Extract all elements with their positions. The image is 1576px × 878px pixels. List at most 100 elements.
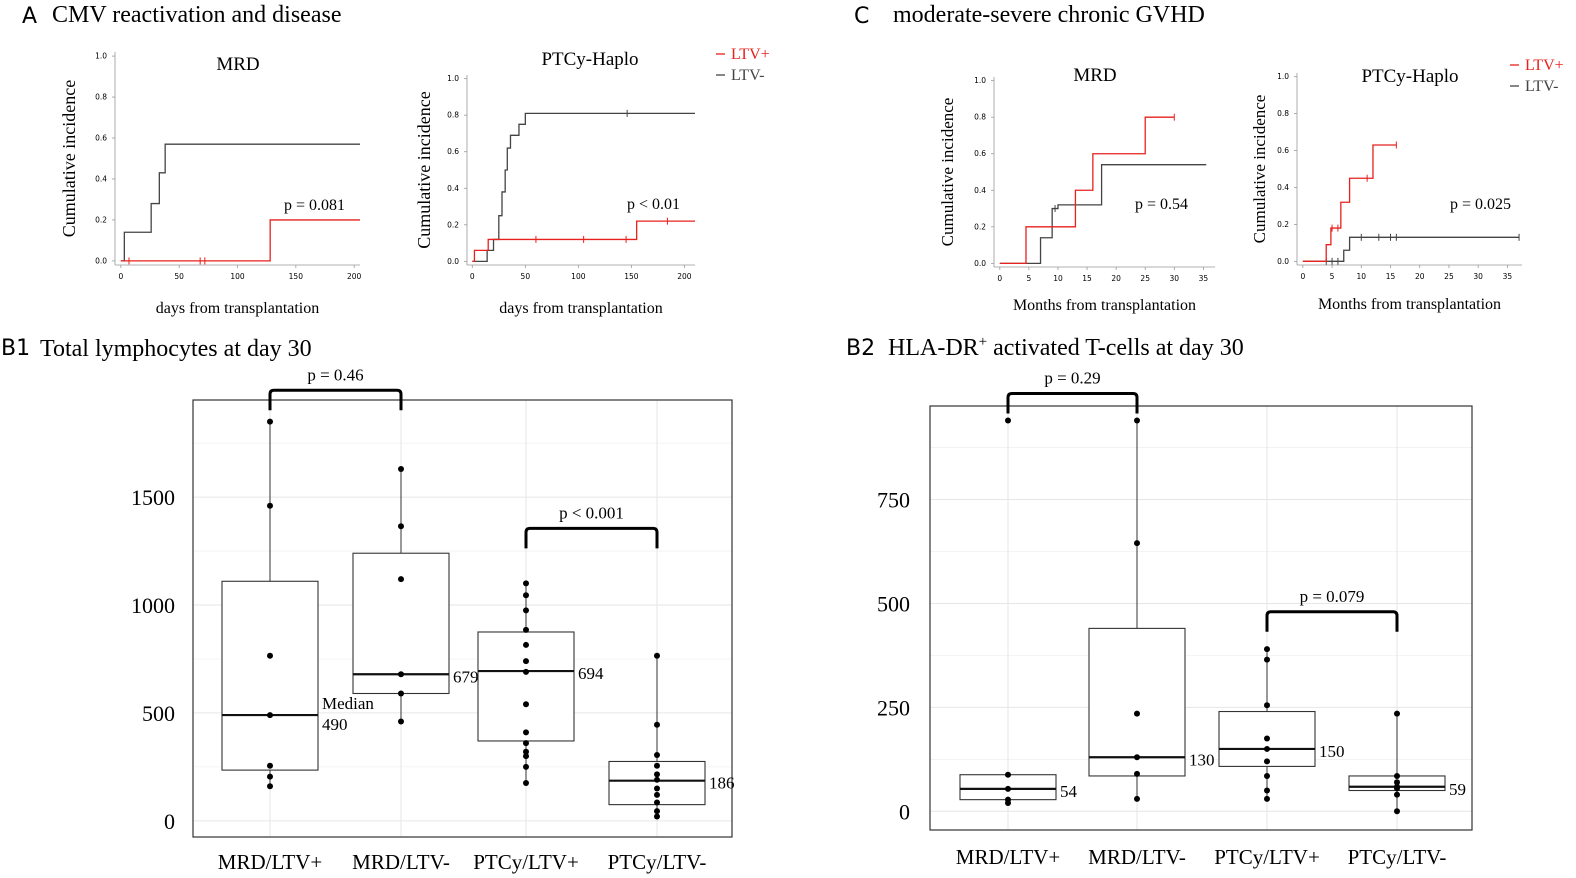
y-axis-label: Cumulative incidence [59, 80, 79, 237]
x-tick-label: 150 [624, 272, 639, 281]
data-point [523, 740, 529, 747]
data-point [1394, 779, 1400, 786]
data-point [398, 718, 404, 725]
y-tick-label: 750 [877, 488, 910, 513]
y-tick-label: 1.0 [95, 52, 107, 61]
chart-cmv-ptcy-haplo: 0.0 0.2 0.4 0.6 0.8 1.0 0 50 100 150 200 PTCy-Haplo… [414, 46, 770, 317]
panel-C-title: moderate-severe chronic GVHD [893, 2, 1205, 28]
x-tick-label: 20 [1415, 272, 1425, 281]
x-tick-label: 0 [1300, 272, 1305, 281]
y-tick-label: 0.0 [95, 256, 107, 265]
chart-cmv-mrd: 0.0 0.2 0.4 0.6 0.8 1.0 0 50 100 150 200 MRD days fr… [59, 52, 362, 317]
panel-B2-title-rest: activated T-cells at day 30 [987, 335, 1244, 361]
x-tick-label: 5 [1330, 272, 1335, 281]
y-tick-label: 0.8 [974, 113, 986, 122]
data-point [1264, 656, 1270, 663]
data-point [1005, 785, 1011, 792]
y-tick-label: 0.4 [95, 174, 107, 183]
data-point [654, 771, 660, 778]
data-point [267, 783, 273, 790]
y-axis-label: Cumulative incidence [1250, 95, 1269, 244]
data-point [654, 808, 660, 815]
median-value-label: 54 [1060, 782, 1078, 801]
data-point [1394, 783, 1400, 790]
y-tick-label: 1500 [131, 485, 175, 510]
x-axis-label: days from transplantation [499, 300, 663, 317]
y-tick-label: 0.6 [447, 147, 459, 156]
data-point [398, 690, 404, 697]
panel-B2-title-main: HLA-DR [888, 335, 979, 361]
chart-title: MRD [216, 54, 259, 75]
y-tick-label: 1.0 [1277, 72, 1289, 81]
data-point [267, 712, 273, 719]
plot-frame [929, 405, 1473, 831]
data-point [654, 785, 660, 792]
x-category-label: PTCy/LTV- [608, 850, 707, 874]
y-tick-label: 0.2 [95, 215, 107, 224]
y-tick-label: 0.0 [447, 257, 459, 266]
data-point [1394, 791, 1400, 798]
series-line-ltvneg [472, 112, 695, 262]
data-point [1134, 710, 1140, 717]
x-tick-label: 35 [1503, 272, 1513, 281]
y-tick-label: 0.8 [1277, 109, 1289, 118]
y-tick-label: 0 [899, 799, 910, 824]
data-point [654, 762, 660, 769]
y-tick-label: 250 [877, 695, 910, 720]
data-point [523, 668, 529, 675]
x-axis-label: Months from transplantation [1318, 296, 1501, 313]
median-value-label: 694 [578, 664, 604, 683]
panel-A-letter: A [22, 4, 37, 29]
panel-B2-title-sup: + [979, 334, 987, 350]
data-point [1134, 770, 1140, 777]
box-iqr [1088, 627, 1186, 777]
chart-gvhd-ptcy-haplo: 0.0 0.2 0.4 0.6 0.8 1.0 0 5 10 15 20 25 30 35 PTCy-Hap… [1250, 57, 1564, 313]
comparison-p-label: p = 0.29 [1044, 369, 1100, 388]
y-tick-label: 0.2 [1277, 220, 1289, 229]
x-tick-label: 35 [1199, 274, 1209, 283]
data-point [523, 763, 529, 770]
data-point [1394, 808, 1400, 815]
y-tick-label: 500 [877, 591, 910, 616]
comparison-bracket [1006, 392, 1139, 414]
panel-B1-title: Total lymphocytes at day 30 [40, 336, 312, 362]
p-value-label: p < 0.01 [627, 196, 680, 213]
median-value-label: 150 [1319, 742, 1345, 761]
data-point [654, 652, 660, 659]
x-tick-label: 200 [677, 272, 692, 281]
x-tick-label: 150 [289, 272, 304, 281]
comparison-p-label: p < 0.001 [559, 503, 624, 522]
x-tick-label: 25 [1140, 274, 1150, 283]
x-tick-label: 200 [347, 272, 362, 281]
data-point [1134, 417, 1140, 424]
median-value-label: 186 [709, 774, 735, 793]
legend-label: LTV+ [1525, 57, 1564, 74]
y-tick-label: 0.4 [447, 184, 459, 193]
data-point [654, 791, 660, 798]
data-point [1264, 787, 1270, 794]
x-category-label: PTCy/LTV+ [1214, 845, 1320, 869]
y-tick-label: 0.6 [1277, 146, 1289, 155]
data-point [523, 753, 529, 760]
x-category-label: MRD/LTV+ [218, 850, 322, 874]
p-value-label: p = 0.081 [284, 197, 345, 214]
data-point [523, 626, 529, 633]
x-tick-label: 30 [1473, 272, 1483, 281]
chart-gvhd-mrd: 0.0 0.2 0.4 0.6 0.8 1.0 0 5 10 15 20 25 30 35 MRD Month… [938, 65, 1215, 314]
data-point [654, 799, 660, 806]
y-tick-label: 1.0 [447, 74, 459, 83]
data-point [523, 729, 529, 736]
data-point [398, 671, 404, 678]
data-point [523, 701, 529, 708]
data-point [523, 580, 529, 587]
y-tick-label: 0.8 [95, 93, 107, 102]
panel-C-letter: C [854, 4, 869, 29]
data-point [1005, 771, 1011, 778]
x-category-label: MRD/LTV- [1088, 845, 1186, 869]
data-point [1264, 735, 1270, 742]
data-point [267, 418, 273, 425]
x-category-label: PTCy/LTV+ [473, 850, 579, 874]
x-tick-label: 25 [1444, 272, 1454, 281]
x-tick-label: 5 [1027, 274, 1032, 283]
legend-label: LTV- [1525, 78, 1559, 95]
